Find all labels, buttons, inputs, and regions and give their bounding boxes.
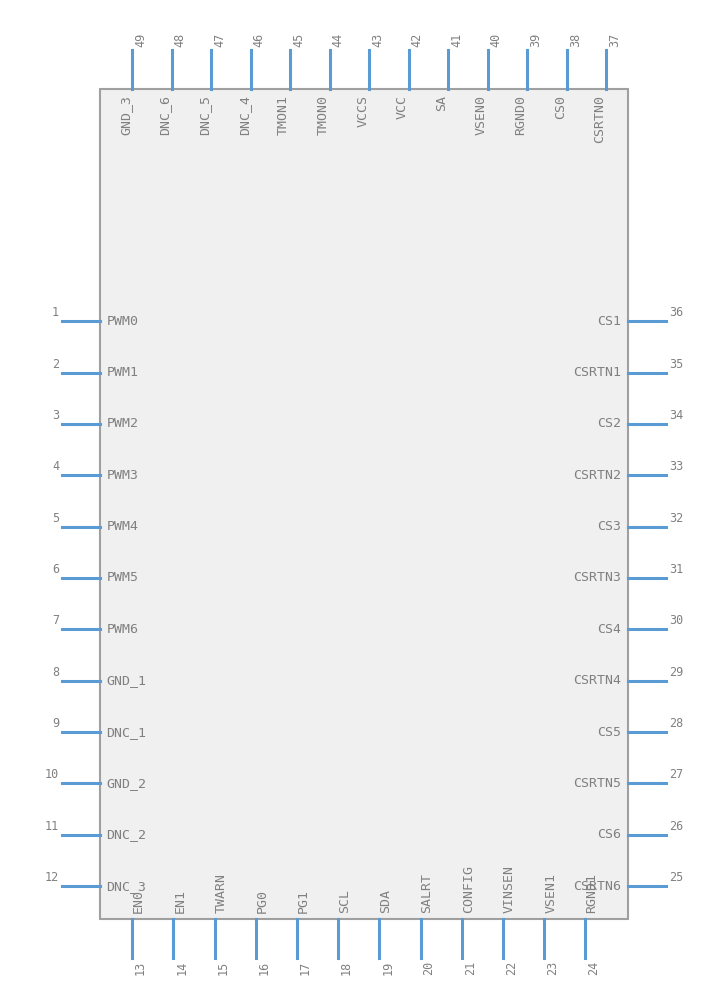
Text: EN1: EN1 [173, 889, 186, 913]
Text: 13: 13 [134, 961, 147, 975]
Text: CSRTN6: CSRTN6 [574, 880, 622, 892]
Text: CS0: CS0 [554, 95, 567, 119]
Text: TWARN: TWARN [215, 873, 228, 913]
Text: CSRTN0: CSRTN0 [593, 95, 606, 143]
Text: CSRTN4: CSRTN4 [574, 674, 622, 687]
Text: 20: 20 [422, 961, 435, 975]
Text: 35: 35 [669, 358, 683, 371]
Text: 10: 10 [45, 768, 59, 781]
Text: 31: 31 [669, 563, 683, 576]
Text: 34: 34 [669, 409, 683, 422]
Text: PWM6: PWM6 [106, 623, 138, 636]
Text: SA: SA [435, 95, 448, 111]
Text: VCC: VCC [396, 95, 409, 119]
Text: EN0: EN0 [132, 889, 145, 913]
Text: 9: 9 [52, 717, 59, 730]
Text: 39: 39 [529, 33, 542, 47]
Text: CS6: CS6 [598, 829, 622, 842]
Text: 42: 42 [411, 33, 424, 47]
Text: 27: 27 [669, 768, 683, 781]
Text: PWM0: PWM0 [106, 314, 138, 328]
Text: 2: 2 [52, 358, 59, 371]
Text: 7: 7 [52, 614, 59, 627]
Text: DNC_5: DNC_5 [198, 95, 211, 135]
Text: CSRTN2: CSRTN2 [574, 469, 622, 482]
Text: 38: 38 [569, 33, 582, 47]
Text: 12: 12 [45, 871, 59, 884]
Text: 22: 22 [505, 961, 518, 975]
Text: TMON1: TMON1 [277, 95, 290, 135]
Text: PWM5: PWM5 [106, 572, 138, 585]
Text: 1: 1 [52, 306, 59, 320]
Text: 19: 19 [381, 961, 395, 975]
Text: 29: 29 [669, 665, 683, 678]
Text: 47: 47 [213, 33, 226, 47]
Text: 3: 3 [52, 409, 59, 422]
Text: 41: 41 [451, 33, 463, 47]
Text: 49: 49 [134, 33, 147, 47]
Text: 43: 43 [371, 33, 384, 47]
Text: 37: 37 [609, 33, 622, 47]
Text: 25: 25 [669, 871, 683, 884]
Text: VSEN1: VSEN1 [544, 873, 557, 913]
Text: CSRTN5: CSRTN5 [574, 777, 622, 790]
Text: GND_2: GND_2 [106, 777, 146, 790]
Text: PWM2: PWM2 [106, 417, 138, 430]
Text: 32: 32 [669, 512, 683, 524]
Text: GND_1: GND_1 [106, 674, 146, 687]
Text: 4: 4 [52, 461, 59, 474]
Text: CS3: CS3 [598, 520, 622, 533]
Text: 5: 5 [52, 512, 59, 524]
Text: 36: 36 [669, 306, 683, 320]
Text: 30: 30 [669, 614, 683, 627]
Text: SCL: SCL [338, 889, 351, 913]
Text: VSEN0: VSEN0 [475, 95, 488, 135]
Text: 33: 33 [669, 461, 683, 474]
Text: RGND0: RGND0 [515, 95, 527, 135]
Text: CS2: CS2 [598, 417, 622, 430]
Text: 6: 6 [52, 563, 59, 576]
Text: DNC_1: DNC_1 [106, 726, 146, 739]
Text: 48: 48 [173, 33, 186, 47]
Text: CSRTN3: CSRTN3 [574, 572, 622, 585]
Text: 28: 28 [669, 717, 683, 730]
Text: PG0: PG0 [256, 889, 269, 913]
Text: 26: 26 [669, 820, 683, 833]
Text: PWM1: PWM1 [106, 366, 138, 379]
Text: 11: 11 [45, 820, 59, 833]
Text: 24: 24 [587, 961, 601, 975]
Text: 23: 23 [546, 961, 559, 975]
Text: TMON0: TMON0 [317, 95, 330, 135]
Text: 40: 40 [490, 33, 503, 47]
Text: SDA: SDA [379, 889, 392, 913]
Text: DNC_2: DNC_2 [106, 829, 146, 842]
Text: 16: 16 [258, 961, 271, 975]
Text: 14: 14 [175, 961, 189, 975]
Text: 8: 8 [52, 665, 59, 678]
Text: 18: 18 [340, 961, 353, 975]
Text: 15: 15 [216, 961, 229, 975]
Text: GND_3: GND_3 [119, 95, 132, 135]
Text: RGND1: RGND1 [585, 873, 598, 913]
Text: CS4: CS4 [598, 623, 622, 636]
Text: CS5: CS5 [598, 726, 622, 739]
Text: VCCS: VCCS [356, 95, 369, 127]
Text: 17: 17 [299, 961, 312, 975]
Text: VINSEN: VINSEN [503, 865, 516, 913]
Text: DNC_4: DNC_4 [237, 95, 250, 135]
Text: CONFIG: CONFIG [462, 865, 475, 913]
Text: DNC_3: DNC_3 [106, 880, 146, 892]
Text: 44: 44 [332, 33, 345, 47]
Text: PWM3: PWM3 [106, 469, 138, 482]
Text: 46: 46 [253, 33, 266, 47]
Bar [100, 89, 628, 919]
Text: PWM4: PWM4 [106, 520, 138, 533]
Text: PG1: PG1 [297, 889, 310, 913]
Text: DNC_6: DNC_6 [159, 95, 172, 135]
Text: CSRTN1: CSRTN1 [574, 366, 622, 379]
Text: 45: 45 [292, 33, 305, 47]
Text: SALRT: SALRT [421, 873, 434, 913]
Text: CS1: CS1 [598, 314, 622, 328]
Text: 21: 21 [464, 961, 477, 975]
